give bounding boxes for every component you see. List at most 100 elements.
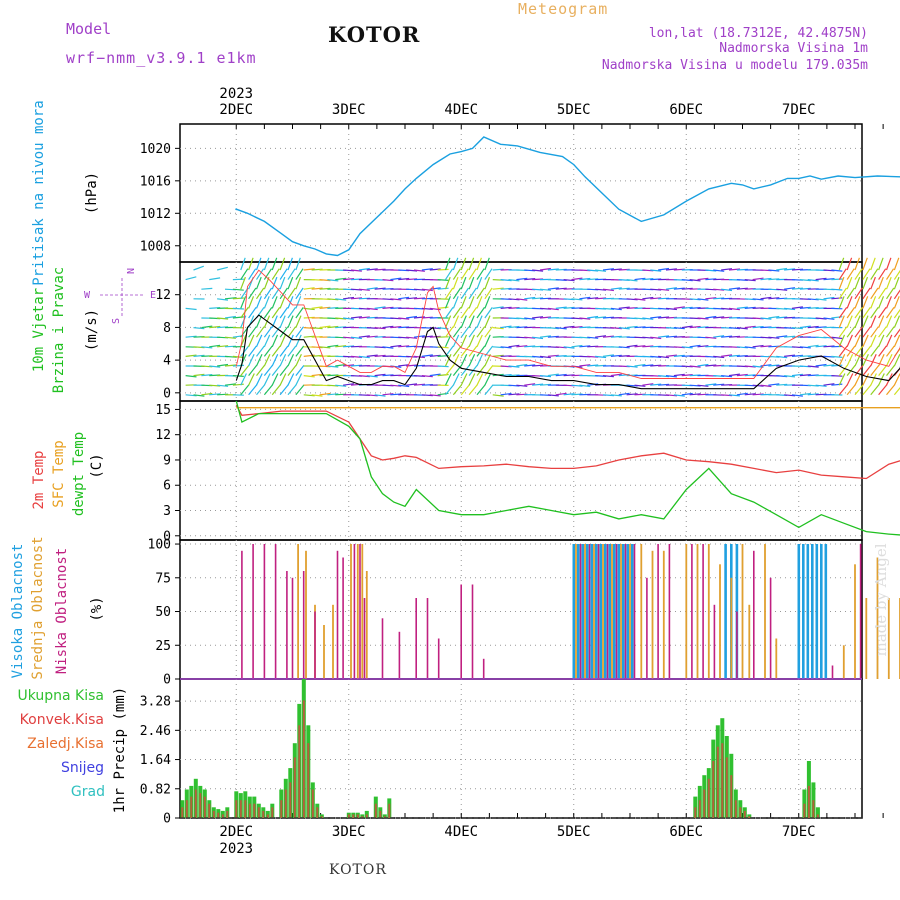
cloud-bar-0	[631, 544, 634, 679]
wind-arrow	[532, 355, 544, 358]
wind-arrow	[776, 316, 788, 319]
wind-arrow	[413, 288, 426, 291]
wind-arrow	[263, 287, 273, 300]
wind-arrow	[398, 296, 410, 300]
wind-arrow	[398, 317, 410, 320]
wind-arrow	[224, 383, 236, 386]
cloud-bar-1	[775, 638, 778, 679]
wind-arrow	[634, 363, 646, 367]
wind-arrow	[815, 326, 827, 329]
wind-arrow	[547, 268, 559, 271]
wind-arrow	[626, 279, 638, 282]
wind-arrow	[476, 307, 485, 319]
wind-arrow	[658, 316, 670, 319]
wind-arrow	[721, 288, 733, 292]
ytick-label: 12	[155, 428, 171, 443]
wind-arrow	[728, 354, 740, 357]
wind-arrow	[437, 306, 449, 309]
wind-arrow	[484, 268, 493, 280]
wind-arrow	[846, 334, 853, 348]
wind-arrow	[547, 373, 559, 377]
wind-arrow	[539, 316, 552, 319]
wind-arrow	[263, 257, 270, 271]
ytick-label: 1020	[140, 142, 171, 157]
wind-arrow	[287, 353, 295, 367]
wind-arrow	[532, 364, 544, 367]
wind-arrow	[484, 334, 491, 348]
wind-arrow	[186, 288, 197, 290]
wind-arrow	[886, 287, 895, 300]
wind-arrow	[791, 268, 804, 271]
wind-arrow	[642, 345, 654, 348]
wind-arrow	[444, 296, 451, 309]
wind-arrow	[279, 315, 286, 328]
wind-arrow	[602, 375, 614, 378]
wind-arrow	[610, 268, 622, 271]
wind-arrow	[255, 353, 263, 367]
cloud-bar-1	[887, 598, 890, 679]
wind-arrow	[658, 335, 670, 338]
wind-arrow	[736, 346, 748, 349]
wind-arrow	[382, 306, 394, 309]
wind-arrow	[870, 257, 876, 271]
wind-arrow	[893, 353, 900, 367]
wind-arrow	[390, 384, 402, 387]
wind-arrow	[784, 354, 796, 357]
wind-arrow	[870, 334, 877, 348]
wind-arrow	[815, 345, 827, 348]
wind-arrow	[721, 335, 733, 338]
wind-arrow	[406, 278, 418, 281]
wind-arrow	[248, 287, 257, 300]
cloud-bar-0	[581, 544, 585, 679]
wind-arrow	[271, 384, 281, 396]
wind-arrow	[650, 383, 662, 386]
wind-arrow	[287, 365, 297, 376]
wind-arrow	[665, 268, 677, 271]
cloud-bar-2	[753, 550, 755, 679]
wind-arrow	[209, 307, 221, 309]
wind-arrow	[263, 365, 273, 376]
precip-legend-4: Grad	[71, 784, 105, 800]
wind-arrow	[468, 373, 476, 386]
wind-arrow	[681, 325, 693, 329]
wind-arrow	[791, 354, 804, 357]
ytick-label: 3	[163, 504, 171, 519]
wind-arrow	[547, 287, 559, 290]
wind-arrow	[460, 296, 467, 309]
wind-arrow	[878, 268, 887, 280]
wind-arrow	[358, 355, 370, 359]
wind-arrow	[697, 277, 709, 281]
wind-arrow	[516, 317, 528, 320]
wind-arrow	[374, 373, 386, 377]
wind-arrow	[563, 279, 575, 282]
ytick-label: 1008	[140, 239, 171, 254]
wind-arrow	[508, 325, 520, 329]
wind-arrow	[673, 268, 685, 271]
cloud-bar-2	[736, 611, 738, 679]
wind-arrow	[846, 353, 854, 367]
wind-arrow	[508, 344, 520, 348]
wind-arrow	[248, 384, 258, 396]
wind-arrow	[452, 334, 460, 348]
wind-arrow	[634, 298, 646, 301]
wind-arrow	[484, 365, 494, 376]
wind-arrow	[327, 298, 339, 301]
wind-arrow	[382, 393, 394, 396]
cloud-bar-0	[802, 544, 805, 679]
wind-arrow	[271, 296, 278, 309]
wind-arrow	[429, 354, 441, 357]
cloud-bar-2	[302, 571, 305, 679]
wind-arrow	[185, 335, 197, 338]
wind-arrow	[445, 326, 454, 338]
wind-arrow	[634, 317, 646, 320]
wind-arrow	[452, 373, 460, 386]
wind-arrow	[539, 267, 551, 271]
wind-arrow	[468, 287, 477, 300]
wind-arrow	[303, 287, 315, 290]
wind-arrow	[831, 364, 843, 367]
wind-arrow	[673, 354, 685, 357]
wind-arrow	[791, 327, 803, 330]
wind-arrow	[846, 268, 855, 280]
wind-arrow	[579, 317, 591, 320]
wind-arrow	[838, 384, 848, 396]
